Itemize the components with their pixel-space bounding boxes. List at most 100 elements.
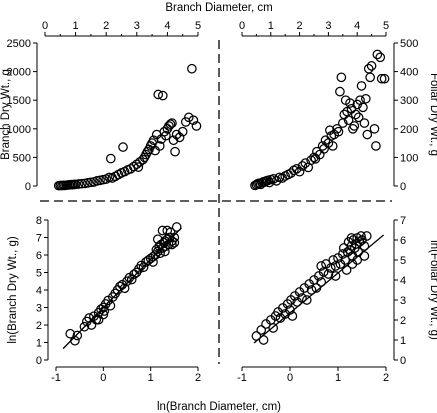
data-point <box>161 130 171 141</box>
data-point <box>350 109 361 120</box>
data-point <box>359 241 370 251</box>
data-point <box>157 90 168 101</box>
data-point <box>353 112 364 123</box>
x-tick-label: 5 <box>383 20 389 32</box>
y-tick-label: 300 <box>400 95 418 107</box>
y-tick-label: 1 <box>400 335 406 347</box>
x-tick-label: 0 <box>239 20 245 32</box>
data-point <box>336 72 347 83</box>
data-point <box>150 145 160 156</box>
data-point <box>165 119 176 130</box>
data-point <box>154 141 165 151</box>
data-point <box>188 115 199 126</box>
y-axis-label: ln(Branch Dry Wt., g) <box>7 236 19 344</box>
data-point <box>251 331 262 341</box>
y-tick-label: 2000 <box>7 67 31 79</box>
data-point <box>358 102 368 113</box>
axes <box>241 32 398 187</box>
data-point <box>285 305 295 315</box>
data-point <box>345 98 355 108</box>
y-tick-label: 200 <box>400 124 418 136</box>
top-x-axis-label: Branch Diameter, cm <box>165 2 272 14</box>
y-axis-label: Branch Dry Wt., g <box>0 69 12 160</box>
y-tick-label: 8 <box>36 215 42 227</box>
y-tick-label: 6 <box>400 235 406 247</box>
data-point <box>128 161 139 172</box>
x-tick-label: -1 <box>237 372 247 384</box>
panel-top-right: 0 1 2 3 4 5 0 100 200 300 400 500 Foliar Dry Wt., g <box>239 20 437 193</box>
data-point <box>333 126 344 137</box>
y-tick-label: 1000 <box>7 124 31 136</box>
data-point <box>105 300 116 311</box>
data-point <box>168 135 179 146</box>
data-point <box>347 259 358 269</box>
data-point <box>359 251 370 261</box>
y-tick-label: 4 <box>36 285 42 297</box>
data-point <box>297 161 308 171</box>
panel-bottom-left: -1 0 1 2 0 1 2 3 4 5 6 7 8 ln(Branch Dry Wt., g) <box>7 215 201 384</box>
data-point <box>171 222 182 232</box>
x-tick-label: 1 <box>73 20 79 32</box>
data-point <box>170 146 180 157</box>
y-tick-label: 0 <box>36 355 42 367</box>
data-point <box>164 121 174 131</box>
x-tick-label: 4 <box>164 20 170 32</box>
y-tick-label: 3 <box>400 295 406 307</box>
y-axis-label: ln(Foliar Dry Wt., g) <box>428 240 437 340</box>
data-point <box>86 320 97 330</box>
data-point <box>105 153 116 164</box>
y-tick-label: 1500 <box>7 95 31 107</box>
x-tick-label: 2 <box>383 372 389 384</box>
x-tick-label: 0 <box>287 372 293 384</box>
data-point <box>362 129 373 140</box>
y-tick-label: 0 <box>25 181 31 193</box>
x-tick-label: 5 <box>195 20 201 32</box>
x-tick-label: 2 <box>103 20 109 32</box>
x-tick-label: 3 <box>134 20 140 32</box>
data-point <box>256 325 267 335</box>
data-point <box>177 126 188 137</box>
data-point <box>349 121 360 131</box>
data-point <box>187 63 197 74</box>
x-tick-label: 2 <box>195 372 201 384</box>
x-tick-label: 4 <box>354 20 360 32</box>
data-point <box>65 328 76 339</box>
data-point <box>366 61 377 71</box>
axes <box>241 219 398 371</box>
data-point <box>148 135 159 146</box>
data-point <box>171 129 182 140</box>
data-point <box>330 261 341 271</box>
data-point <box>118 142 128 152</box>
data-point <box>343 115 354 126</box>
y-tick-label: 2500 <box>7 38 31 50</box>
data-point <box>268 323 279 333</box>
data-point <box>341 265 352 275</box>
x-tick-label: 1 <box>148 372 154 384</box>
data-point <box>93 314 104 325</box>
x-tick-label: -1 <box>51 372 61 384</box>
data-point <box>142 146 153 157</box>
axes <box>33 32 199 187</box>
data-point <box>361 231 372 241</box>
data-point <box>306 285 317 295</box>
data-point <box>162 225 173 236</box>
x-tick-label: 1 <box>335 372 341 384</box>
data-point <box>70 179 81 190</box>
bottom-x-axis-label: ln(Branch Diameter, cm) <box>157 401 281 413</box>
data-point <box>346 233 357 243</box>
data-point <box>160 241 171 252</box>
data-point <box>287 311 298 321</box>
data-point <box>86 177 96 188</box>
y-tick-label: 5 <box>36 268 42 280</box>
data-point <box>297 293 307 303</box>
y-tick-label: 500 <box>13 152 31 164</box>
data-point <box>73 179 84 189</box>
data-point <box>372 49 383 60</box>
y-tick-label: 100 <box>400 152 418 164</box>
data-point <box>70 335 80 346</box>
data-point <box>157 225 168 236</box>
x-tick-label: 2 <box>297 20 303 32</box>
y-tick-label: 7 <box>400 215 406 227</box>
data-point <box>323 269 334 279</box>
